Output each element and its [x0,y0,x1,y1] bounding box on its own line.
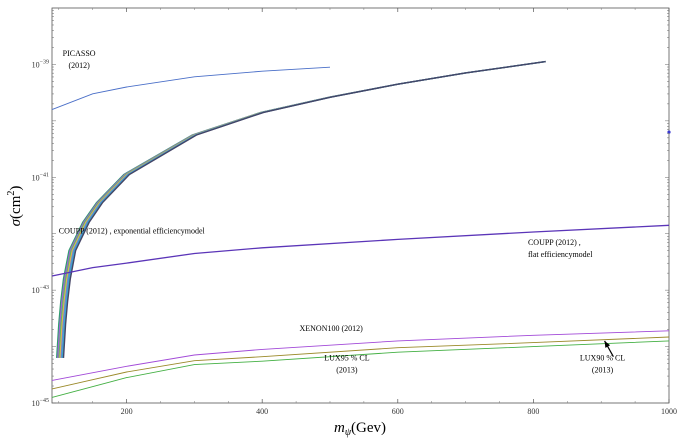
xenon-label: XENON100 (2012) [299,324,363,333]
x-tick-label-2: 600 [392,407,404,416]
band-stripe-3 [59,60,546,358]
series-line-2 [51,330,670,381]
series-layer [51,66,671,398]
y-tick-label-2: 10−43 [32,285,49,295]
series-line-3 [51,336,670,390]
y-tick-label-0: 10−39 [32,59,49,69]
picasso-label: PICASSO (2012) [63,49,96,70]
x-tick-label-0: 200 [121,407,133,416]
x-tick-label-3: 800 [527,407,539,416]
plot-frame [51,7,670,404]
right-edge-marker [667,130,671,134]
x-tick-label-1: 400 [256,407,268,416]
series-line-0 [51,66,331,111]
series-line-4 [51,340,670,398]
x-tick-label-4: 1000 [661,407,677,416]
band-stripe-4 [60,60,546,358]
band-stripe-5 [61,60,546,358]
band-layer [56,60,546,358]
y-axis-title: σ(cm2) [6,186,24,227]
x-axis-title: mψ(Gev) [334,420,386,438]
coupp-exp-label: COUPP (2012) , exponential efficiencymod… [59,227,206,236]
band-stripe-0 [56,60,546,358]
series-line-1 [51,224,670,277]
annotation-layer: PICASSO (2012) COUPP (2012) , exponential … [59,49,626,375]
band-stripe-2 [58,60,546,358]
lux95-label: LUX95 % CL (2013) [324,354,369,375]
lux90-label: LUX90 % CL (2013) [580,354,625,375]
band-stripe-1 [57,60,546,358]
band-stripe-6 [62,60,546,358]
tick-layer: 200 400 600 800 1000 10−39 10−41 10−43 10−45 [32,8,677,416]
coupp-flat-label: COUPP (2012) , flat efficiencymodel [528,238,593,259]
y-tick-label-3: 10−45 [32,398,49,408]
y-tick-label-1: 10−41 [32,172,49,182]
lux90-arrow-head [604,340,611,348]
